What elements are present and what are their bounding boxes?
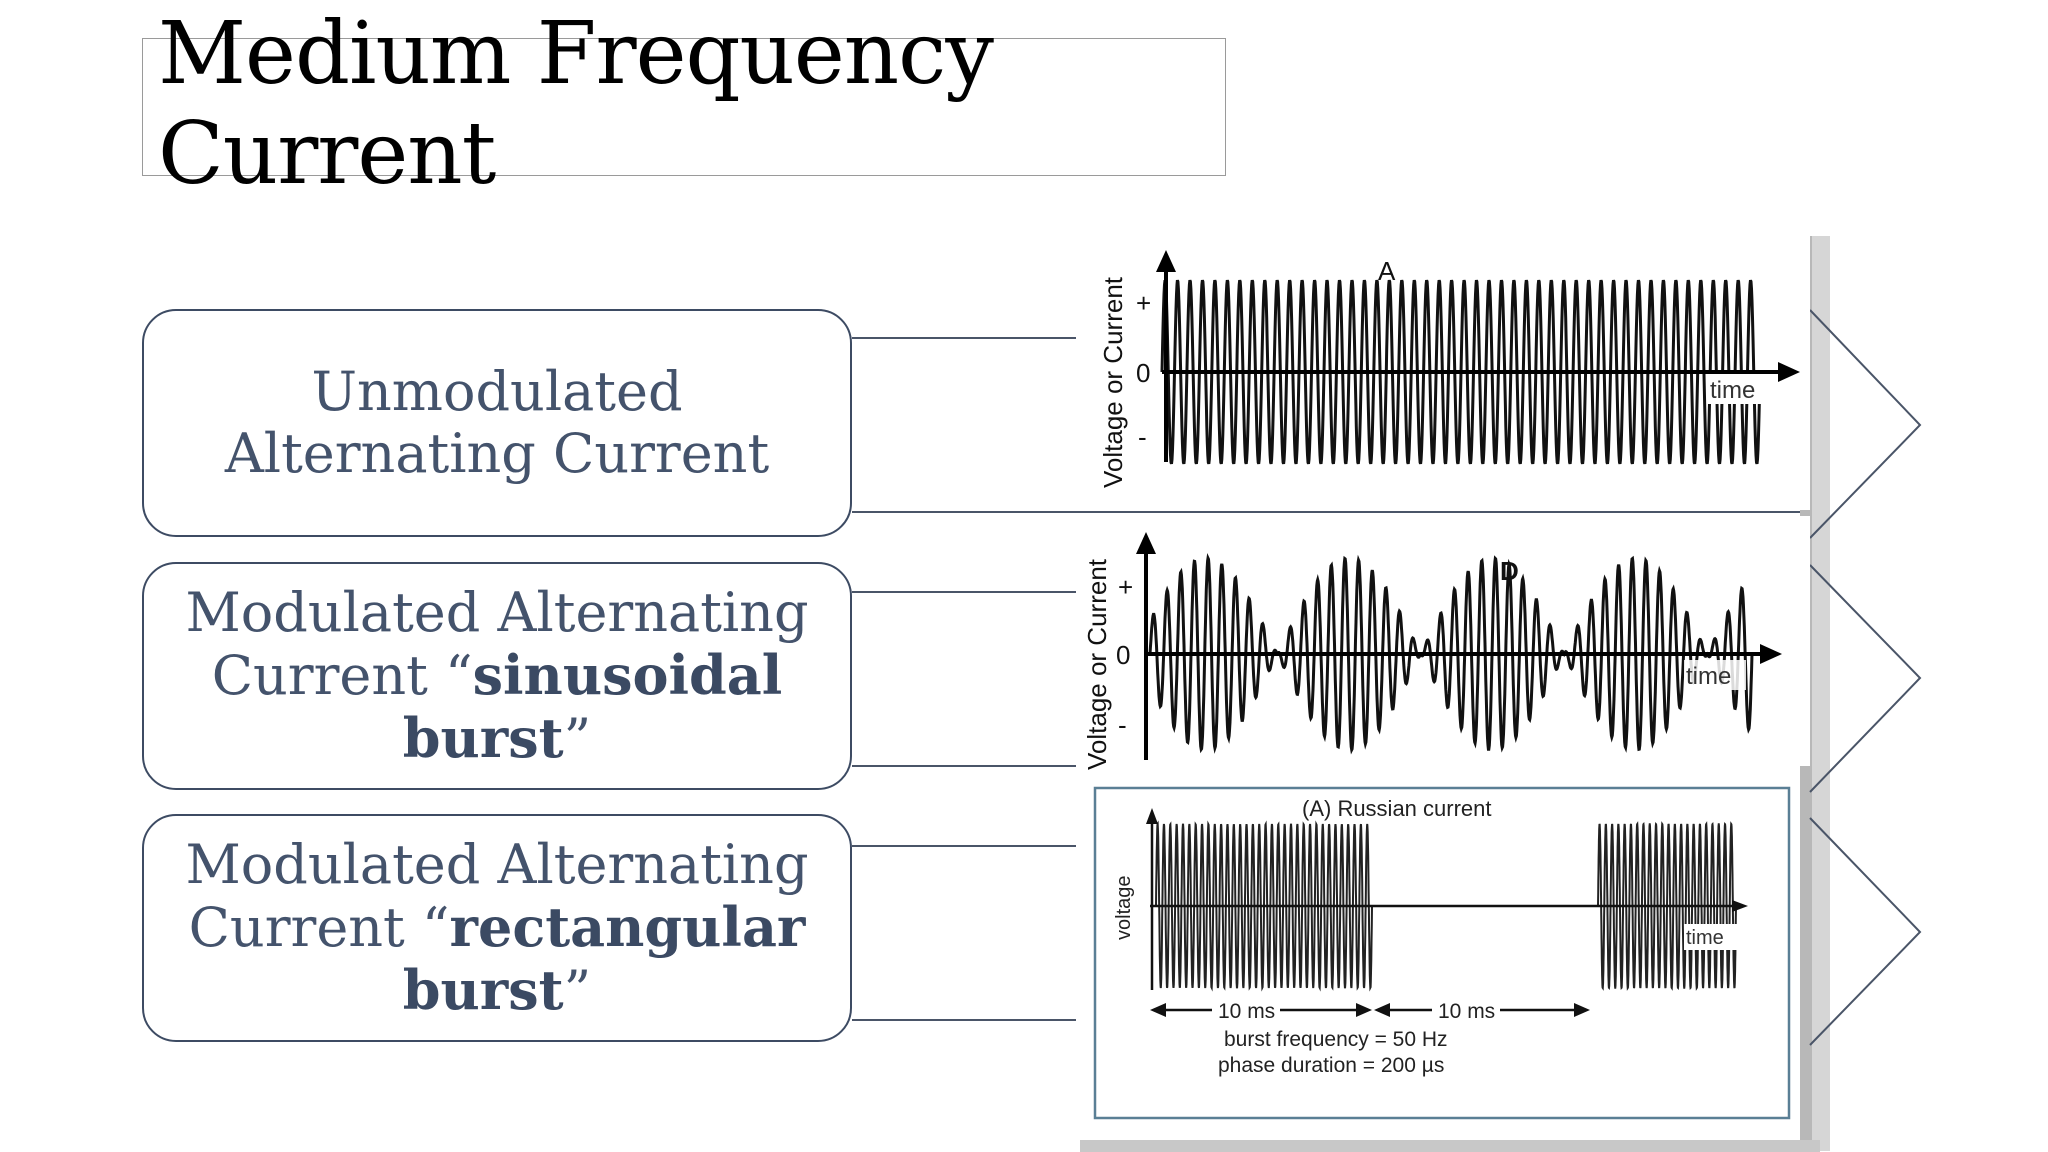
russian-phase-duration: phase duration = 200 µs bbox=[1218, 1054, 1444, 1077]
label-rectangular-burst: Modulated Alternating Current “rectangul… bbox=[142, 814, 852, 1042]
panel-sinusoidal: D + 0 - Voltage or Current time bbox=[1080, 516, 1810, 770]
label-d-time: time bbox=[1686, 663, 1731, 690]
panel-unmodulated: A + 0 - Voltage or Current time bbox=[1080, 230, 1810, 510]
arrow-y-a bbox=[1156, 250, 1176, 272]
label-sinusoidal-text: Modulated Alternating Current “ bbox=[185, 581, 809, 707]
label-a-minus: - bbox=[1138, 422, 1147, 452]
label-sinusoidal-burst: Modulated Alternating Current “sinusoida… bbox=[142, 562, 852, 790]
chevron-1 bbox=[1809, 309, 1922, 539]
connector-lines bbox=[852, 309, 1922, 1046]
chevron-2 bbox=[1809, 564, 1922, 793]
russian-time: time bbox=[1686, 927, 1724, 949]
label-d-plus: + bbox=[1118, 572, 1133, 602]
chevron-3 bbox=[1809, 817, 1922, 1046]
label-rectangular-tail: ” bbox=[563, 959, 592, 1022]
russian-yaxis: voltage bbox=[1113, 876, 1135, 941]
label-d-yaxis: Voltage or Current bbox=[1082, 558, 1112, 770]
panel-rectangular: (A) Russian current voltage time 10 ms 1… bbox=[1086, 782, 1800, 1126]
label-unmodulated: Unmodulated Alternating Current bbox=[142, 309, 852, 537]
label-sinusoidal-tail: ” bbox=[563, 707, 592, 770]
label-unmodulated-text: Unmodulated Alternating Current bbox=[224, 360, 770, 485]
slide-title: Medium Frequency Current bbox=[158, 4, 994, 204]
label-a-yaxis: Voltage or Current bbox=[1098, 276, 1128, 488]
arrow-x-d bbox=[1760, 644, 1782, 664]
label-a-plus: + bbox=[1136, 288, 1151, 318]
title-frame bbox=[142, 38, 1226, 176]
russian-title: (A) Russian current bbox=[1302, 796, 1492, 821]
arrow-x-r bbox=[1732, 900, 1748, 912]
label-d-letter: D bbox=[1500, 556, 1519, 586]
russian-interval-2: 10 ms bbox=[1438, 1000, 1495, 1023]
label-rectangular-bold: rectangular burst bbox=[402, 895, 806, 1022]
label-a-zero: 0 bbox=[1136, 358, 1150, 388]
russian-interval-1: 10 ms bbox=[1218, 1000, 1275, 1023]
arrow-y-d bbox=[1136, 532, 1156, 554]
arrow-y-r bbox=[1146, 808, 1158, 824]
interval-arrowheads bbox=[1150, 1003, 1590, 1017]
label-a-time: time bbox=[1710, 377, 1755, 404]
label-d-zero: 0 bbox=[1116, 640, 1130, 670]
label-a-letter: A bbox=[1378, 256, 1396, 286]
arrow-x-a bbox=[1778, 362, 1800, 382]
label-sinusoidal-bold: sinusoidal burst bbox=[402, 643, 783, 770]
label-rectangular-text: Modulated Alternating Current “ bbox=[185, 833, 809, 959]
label-d-minus: - bbox=[1118, 710, 1127, 740]
russian-burst-frequency: burst frequency = 50 Hz bbox=[1224, 1028, 1448, 1051]
